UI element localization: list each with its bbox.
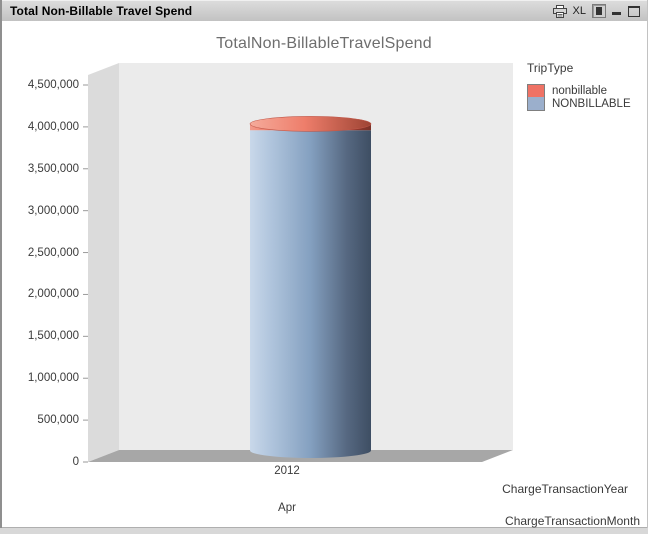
legend-item-nonbillable[interactable]: nonbillable [527, 83, 631, 98]
y-axis-tick-label: 500,000 [37, 414, 79, 427]
legend-items: nonbillable NONBILLABLE [527, 83, 631, 111]
legend-item-NONBILLABLE[interactable]: NONBILLABLE [527, 96, 631, 111]
y-axis-tick-label: 3,000,000 [27, 204, 79, 217]
3d-plot [83, 63, 513, 463]
legend: TripType nonbillable NONBILLABLE [527, 61, 631, 111]
legend-item-label: NONBILLABLE [552, 97, 631, 110]
x-axis-title-month: ChargeTransactionMonth [505, 514, 640, 528]
maximize-icon[interactable] [628, 5, 640, 17]
x-tick-year: 2012 [274, 465, 300, 477]
x-tick-month: Apr [278, 502, 296, 514]
print-icon[interactable] [552, 4, 567, 18]
chart-title: TotalNon-BillableTravelSpend [216, 35, 432, 52]
window-title: Total Non-Billable Travel Spend [10, 4, 193, 18]
minimize-icon[interactable] [612, 5, 622, 17]
minimize-bar [612, 12, 621, 15]
legend-swatch [527, 83, 545, 98]
legend-swatch [527, 96, 545, 111]
fast-type-change-glyph [596, 7, 602, 15]
send-to-excel-icon[interactable]: XL [572, 4, 586, 17]
y-axis-tick-label: 2,000,000 [27, 288, 79, 301]
chart-area: TotalNon-BillableTravelSpend [0, 21, 648, 528]
legend-title: TripType [527, 61, 574, 75]
y-axis-tick-label: 4,000,000 [27, 120, 79, 133]
legend-item-label: nonbillable [552, 84, 607, 97]
titlebar-icons: XL [552, 4, 648, 18]
window-titlebar[interactable]: Total Non-Billable Travel Spend XL [0, 0, 648, 21]
y-axis-tick-label: 1,500,000 [27, 330, 79, 343]
plot-left-wall [88, 63, 119, 462]
y-axis-tick-label: 2,500,000 [27, 246, 79, 259]
bar-top-cap[interactable] [249, 116, 372, 132]
y-axis-tick-label: 3,500,000 [27, 162, 79, 175]
y-axis-tick-label: 1,000,000 [27, 372, 79, 385]
window-left-border [0, 0, 2, 528]
x-axis-title-year: ChargeTransactionYear [502, 482, 628, 496]
y-axis-tick-marks [83, 84, 88, 463]
y-axis-tick-label: 0 [72, 456, 79, 468]
y-axis-tick-label: 4,500,000 [27, 79, 79, 91]
bar-segment-NONBILLABLE[interactable] [250, 130, 371, 459]
fast-type-change-icon[interactable] [592, 4, 606, 18]
